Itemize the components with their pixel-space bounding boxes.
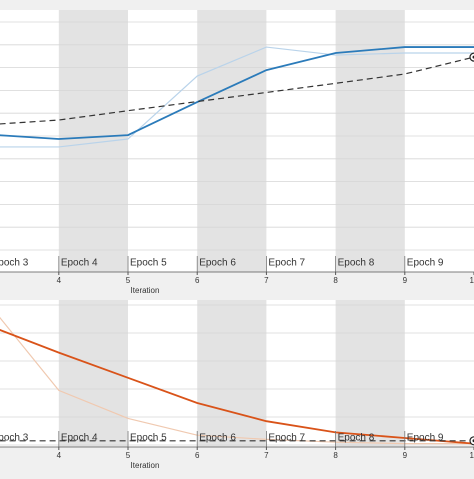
x-tick-label: 6 [195,276,200,285]
epoch-band [197,300,266,447]
epoch-label: Epoch 8 [338,258,375,269]
x-tick-label: 7 [264,451,269,460]
x-axis-label: Iteration [131,286,160,295]
epoch-label: Epoch 9 [407,258,444,269]
epoch-band [197,10,266,272]
plot-area [0,10,474,272]
epoch-label: Epoch 4 [61,258,98,269]
x-tick-label: 9 [403,451,408,460]
epoch-label: Epoch 6 [199,258,236,269]
epoch-label: Epoch 3 [0,433,29,444]
epoch-label: Epoch 5 [130,433,167,444]
x-tick-label: 10 [470,451,474,460]
epoch-label: Epoch 6 [199,433,236,444]
x-tick-label: 5 [126,276,131,285]
epoch-label: Epoch 5 [130,258,167,269]
epoch-label: Epoch 9 [407,433,444,444]
x-tick-label: 8 [333,451,338,460]
epoch-label: Epoch 8 [338,433,375,444]
x-tick-label: 7 [264,276,269,285]
x-tick-label: 8 [333,276,338,285]
x-tick-label: 4 [57,451,62,460]
epoch-label: Epoch 7 [268,433,305,444]
x-tick-label: 6 [195,451,200,460]
epoch-label: Epoch 4 [61,433,98,444]
epoch-label: Epoch 3 [0,258,29,269]
epoch-band [59,10,128,272]
x-tick-label: 9 [403,276,408,285]
epoch-label: Epoch 7 [268,258,305,269]
plot-area [0,300,474,447]
epoch-band [336,300,405,447]
x-axis-label: Iteration [131,461,160,470]
x-tick-label: 10 [470,276,474,285]
x-tick-label: 4 [57,276,62,285]
x-tick-label: 5 [126,451,131,460]
